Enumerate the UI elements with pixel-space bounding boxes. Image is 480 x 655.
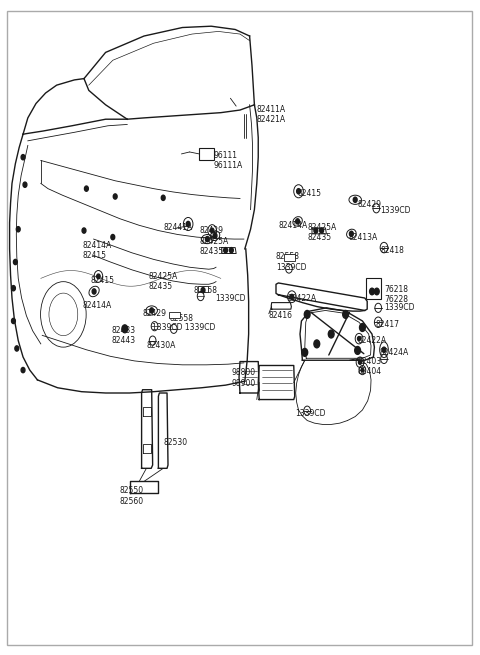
Text: 82414A: 82414A xyxy=(278,221,308,231)
Circle shape xyxy=(210,228,214,233)
Circle shape xyxy=(84,186,88,191)
Text: 82429
82425A
82435: 82429 82425A 82435 xyxy=(199,226,228,256)
Text: 1339CD: 1339CD xyxy=(384,303,415,312)
Text: 82422A: 82422A xyxy=(288,293,317,303)
Circle shape xyxy=(361,368,364,372)
Circle shape xyxy=(161,195,165,200)
Text: 1339CD: 1339CD xyxy=(380,206,411,215)
Text: 82418: 82418 xyxy=(380,246,404,255)
Circle shape xyxy=(122,325,128,333)
Text: 82550
82560: 82550 82560 xyxy=(119,486,143,506)
Circle shape xyxy=(296,219,300,224)
Circle shape xyxy=(13,259,17,265)
FancyBboxPatch shape xyxy=(198,286,208,292)
Circle shape xyxy=(96,274,100,279)
Circle shape xyxy=(224,248,228,253)
Text: 82414A: 82414A xyxy=(83,301,112,310)
Circle shape xyxy=(21,367,25,373)
Circle shape xyxy=(314,228,318,233)
Circle shape xyxy=(297,189,300,194)
Circle shape xyxy=(360,324,365,331)
Text: 1339CD 1339CD: 1339CD 1339CD xyxy=(152,323,215,332)
Circle shape xyxy=(16,227,20,232)
Circle shape xyxy=(302,348,308,356)
Text: 82403
82404: 82403 82404 xyxy=(358,357,382,377)
Text: 82558
1339CD: 82558 1339CD xyxy=(276,252,307,272)
Text: 82429: 82429 xyxy=(358,200,382,209)
Text: 82441A: 82441A xyxy=(163,223,192,233)
Text: 82422A: 82422A xyxy=(358,336,387,345)
Circle shape xyxy=(370,288,374,295)
Circle shape xyxy=(12,286,15,291)
Circle shape xyxy=(186,221,190,227)
Circle shape xyxy=(92,289,96,294)
Circle shape xyxy=(23,182,27,187)
Text: 82417: 82417 xyxy=(375,320,399,329)
Circle shape xyxy=(320,228,324,233)
Text: 82411A
82421A: 82411A 82421A xyxy=(257,105,286,124)
Circle shape xyxy=(382,347,386,352)
Text: 82415: 82415 xyxy=(90,276,114,285)
Circle shape xyxy=(353,197,357,202)
Circle shape xyxy=(355,346,360,354)
Circle shape xyxy=(205,236,209,242)
Text: 82424A: 82424A xyxy=(379,348,408,357)
Text: 82433
82443: 82433 82443 xyxy=(111,326,135,345)
Text: 82558: 82558 xyxy=(170,314,194,324)
Circle shape xyxy=(314,340,320,348)
Text: 82416: 82416 xyxy=(269,311,293,320)
Circle shape xyxy=(111,234,115,240)
Circle shape xyxy=(201,288,205,293)
Circle shape xyxy=(304,310,310,318)
Circle shape xyxy=(359,360,361,364)
Circle shape xyxy=(150,308,154,313)
Text: 82425A
82435: 82425A 82435 xyxy=(149,272,178,291)
Text: 82415: 82415 xyxy=(298,189,322,198)
Text: 82425A
82435: 82425A 82435 xyxy=(307,223,336,242)
Circle shape xyxy=(290,294,294,299)
FancyBboxPatch shape xyxy=(284,254,295,261)
FancyBboxPatch shape xyxy=(169,312,180,318)
Text: 96111
96111A: 96111 96111A xyxy=(214,151,243,170)
Circle shape xyxy=(113,194,117,199)
Text: 76218
76228: 76218 76228 xyxy=(384,285,408,305)
Text: 82429: 82429 xyxy=(143,309,167,318)
Circle shape xyxy=(349,231,353,236)
FancyBboxPatch shape xyxy=(366,278,381,299)
Circle shape xyxy=(82,228,86,233)
Circle shape xyxy=(213,233,217,238)
Circle shape xyxy=(12,318,15,324)
Circle shape xyxy=(15,346,19,351)
Text: 82430A: 82430A xyxy=(146,341,176,350)
Circle shape xyxy=(328,330,334,338)
Text: 82558: 82558 xyxy=(193,286,217,295)
Text: 82414A
82415: 82414A 82415 xyxy=(83,240,112,260)
Circle shape xyxy=(21,155,25,160)
Text: 82413A: 82413A xyxy=(349,233,378,242)
Text: 98800
98900: 98800 98900 xyxy=(231,368,256,388)
Circle shape xyxy=(358,337,360,341)
Text: 1339CD: 1339CD xyxy=(295,409,326,419)
FancyBboxPatch shape xyxy=(199,148,214,160)
Text: 1339CD: 1339CD xyxy=(215,294,246,303)
Text: 82530: 82530 xyxy=(163,438,187,447)
Circle shape xyxy=(374,288,379,295)
Circle shape xyxy=(229,248,233,253)
Circle shape xyxy=(343,310,348,318)
